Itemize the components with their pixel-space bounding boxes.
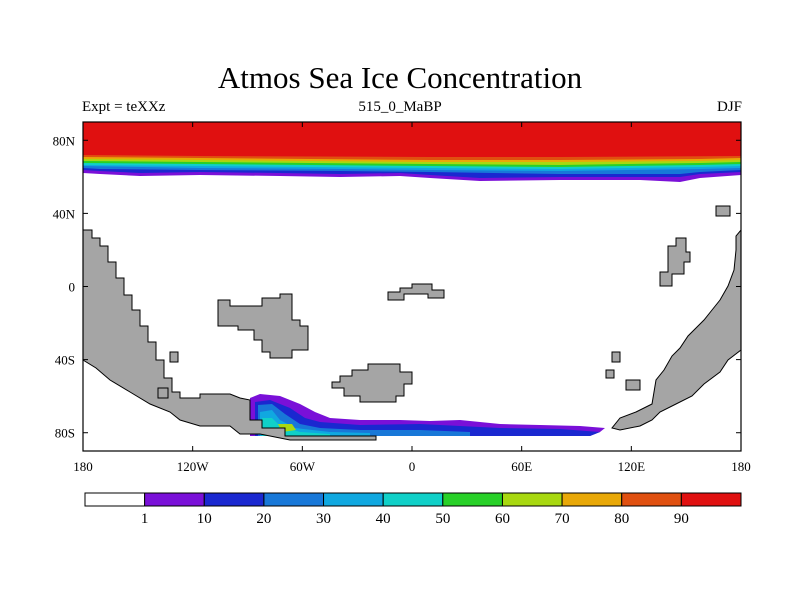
map-title: Atmos Sea Ice Concentration	[217, 60, 583, 95]
colorbar-swatch	[501, 492, 563, 507]
x-tick-label: 180	[73, 459, 93, 474]
x-tick-label: 180	[731, 459, 751, 474]
land-west-continent	[82, 229, 377, 441]
land-east-island-2	[715, 205, 731, 217]
experiment-id: Expt = teXXz	[82, 99, 166, 115]
colorbar-label: 90	[674, 511, 689, 527]
land-east-island-1	[659, 237, 691, 287]
land-east-island-4	[605, 369, 615, 379]
x-tick-label: 60E	[511, 459, 532, 474]
land	[82, 205, 742, 441]
land-west-islet	[169, 351, 179, 363]
colorbar-label: 70	[555, 511, 570, 527]
y-tick-label: 80S	[55, 426, 75, 441]
colorbar-swatch	[680, 492, 742, 507]
colorbar-swatch	[203, 492, 265, 507]
land-south-central	[331, 363, 413, 403]
y-tick-label: 40N	[53, 206, 76, 221]
map-axes: 180 120W 60W 0 60E 120E 180 80N 40N 0 40S 80S	[53, 122, 751, 474]
colorbar-swatch	[621, 492, 682, 507]
south-ice-level-10	[255, 400, 600, 436]
colorbar-swatch	[382, 492, 444, 507]
north-ice-level-90	[83, 122, 741, 157]
colorbar-label: 10	[197, 511, 212, 527]
colorbar-swatch	[144, 492, 205, 507]
colorbar-swatch	[323, 492, 384, 507]
colorbar-swatch	[442, 492, 503, 507]
land-east-island-3	[611, 351, 621, 363]
northern-ice	[83, 122, 741, 182]
experiment-period: 515_0_MaBP	[358, 99, 442, 115]
colorbar-swatch	[84, 492, 146, 507]
land-west-islet-2	[157, 387, 169, 399]
colorbar-label: 40	[376, 511, 391, 527]
colorbar-label: 1	[141, 511, 149, 527]
y-tick-label: 0	[69, 280, 76, 295]
land-east-continent	[611, 228, 742, 431]
colorbar-label: 60	[495, 511, 510, 527]
y-tick-label: 40S	[55, 353, 75, 368]
colorbar-label: 80	[614, 511, 629, 527]
x-tick-label: 0	[409, 459, 416, 474]
season-label: DJF	[716, 99, 742, 115]
colorbar: 1 10 20 30 40 50 60 70 80 90	[84, 492, 742, 527]
x-tick-label: 120W	[177, 459, 210, 474]
colorbar-swatch	[263, 492, 325, 507]
colorbar-label: 30	[316, 511, 331, 527]
colorbar-swatch	[561, 492, 623, 507]
y-tick-label: 80N	[53, 133, 76, 148]
land-equatorial-island	[387, 283, 445, 301]
land-central-west	[217, 293, 309, 359]
land-east-island-5	[625, 379, 641, 391]
colorbar-label: 20	[256, 511, 271, 527]
colorbar-label: 50	[435, 511, 450, 527]
x-tick-label: 120E	[618, 459, 646, 474]
south-ice-level-20	[258, 404, 470, 436]
x-tick-label: 60W	[290, 459, 316, 474]
